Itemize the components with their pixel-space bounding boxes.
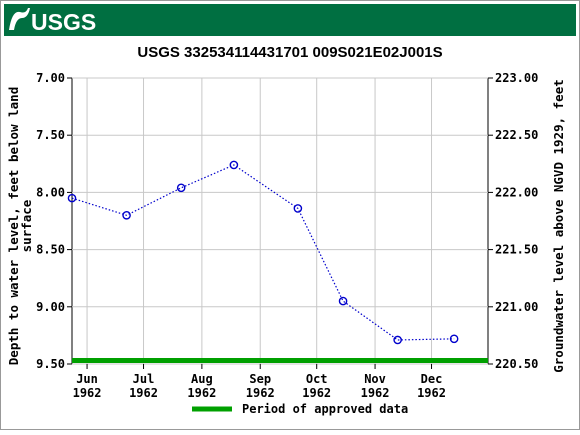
y-tick-label-left: 9.50 [36, 357, 65, 371]
data-point [176, 183, 186, 193]
y-tick-label-right: 221.50 [495, 243, 538, 257]
y-tick-label-right: 221.00 [495, 300, 538, 314]
x-tick-label-month: Jul [133, 372, 155, 386]
x-tick-label-year: 1962 [417, 386, 446, 400]
data-point [293, 204, 303, 213]
grid-lines [72, 77, 488, 365]
x-tick-label-year: 1962 [73, 386, 102, 400]
data-point [122, 210, 131, 220]
x-tick-label-month: Sep [249, 372, 271, 386]
header-bar [4, 4, 576, 36]
y-tick-label-right: 220.50 [495, 357, 538, 371]
usgs-wave-icon [9, 8, 30, 30]
y-axis-label-left: Depth to water level, feet below landsur… [6, 87, 34, 365]
left-axis-ticks: 7.00 7.50 8.00 8.50 9.00 9.50 [36, 71, 72, 371]
x-tick-label-year: 1962 [129, 386, 158, 400]
series-group [67, 160, 459, 345]
x-tick-label-month: Aug [191, 372, 213, 386]
y-tick-label-right: 223.00 [495, 71, 538, 85]
data-point [67, 193, 77, 203]
y-tick-label-left: 7.50 [36, 128, 65, 142]
chart-title: USGS 332534114431701 009S021E02J001S [137, 44, 442, 61]
approved-period-bar [72, 358, 488, 363]
y-tick-label-left: 8.00 [36, 185, 65, 199]
x-tick-label-month: Jun [76, 372, 98, 386]
data-point [229, 160, 239, 170]
legend: Period of approved data [192, 402, 408, 416]
logo-text: USGS [31, 9, 96, 35]
x-tick-label-year: 1962 [246, 386, 275, 400]
y-axis-label-line-1: Depth to water level, feet below land [6, 87, 21, 365]
approved-period-band [72, 358, 488, 363]
y-tick-label-right: 222.00 [495, 185, 538, 199]
x-axis-ticks: Jun1962Jul1962Aug1962Sep1962Oct1962Nov19… [73, 364, 446, 400]
series-line [71, 164, 455, 341]
y-tick-label-left: 7.00 [36, 71, 65, 85]
data-point [449, 334, 459, 344]
x-tick-label-year: 1962 [302, 386, 331, 400]
plot-area [71, 77, 489, 365]
x-tick-label-month: Nov [364, 372, 386, 386]
y-tick-label-left: 9.00 [36, 300, 65, 314]
legend-label: Period of approved data [242, 402, 408, 416]
x-tick-label-year: 1962 [187, 386, 216, 400]
y-axis-label-line-2: surface [19, 199, 34, 252]
y-tick-label-right: 222.50 [495, 128, 538, 142]
y-tick-label-left: 8.50 [36, 243, 65, 257]
x-tick-label-month: Oct [306, 372, 328, 386]
x-tick-label-month: Dec [421, 372, 443, 386]
usgs-logo: USGS [9, 8, 96, 35]
data-point [393, 335, 402, 345]
data-point [338, 296, 348, 306]
y-axis-label-right: Groundwater level above NGVD 1929, feet [551, 79, 566, 373]
x-tick-label-year: 1962 [361, 386, 390, 400]
right-axis-ticks: 223.00 222.50 222.00 221.50 221.00 220.50 [488, 71, 538, 371]
